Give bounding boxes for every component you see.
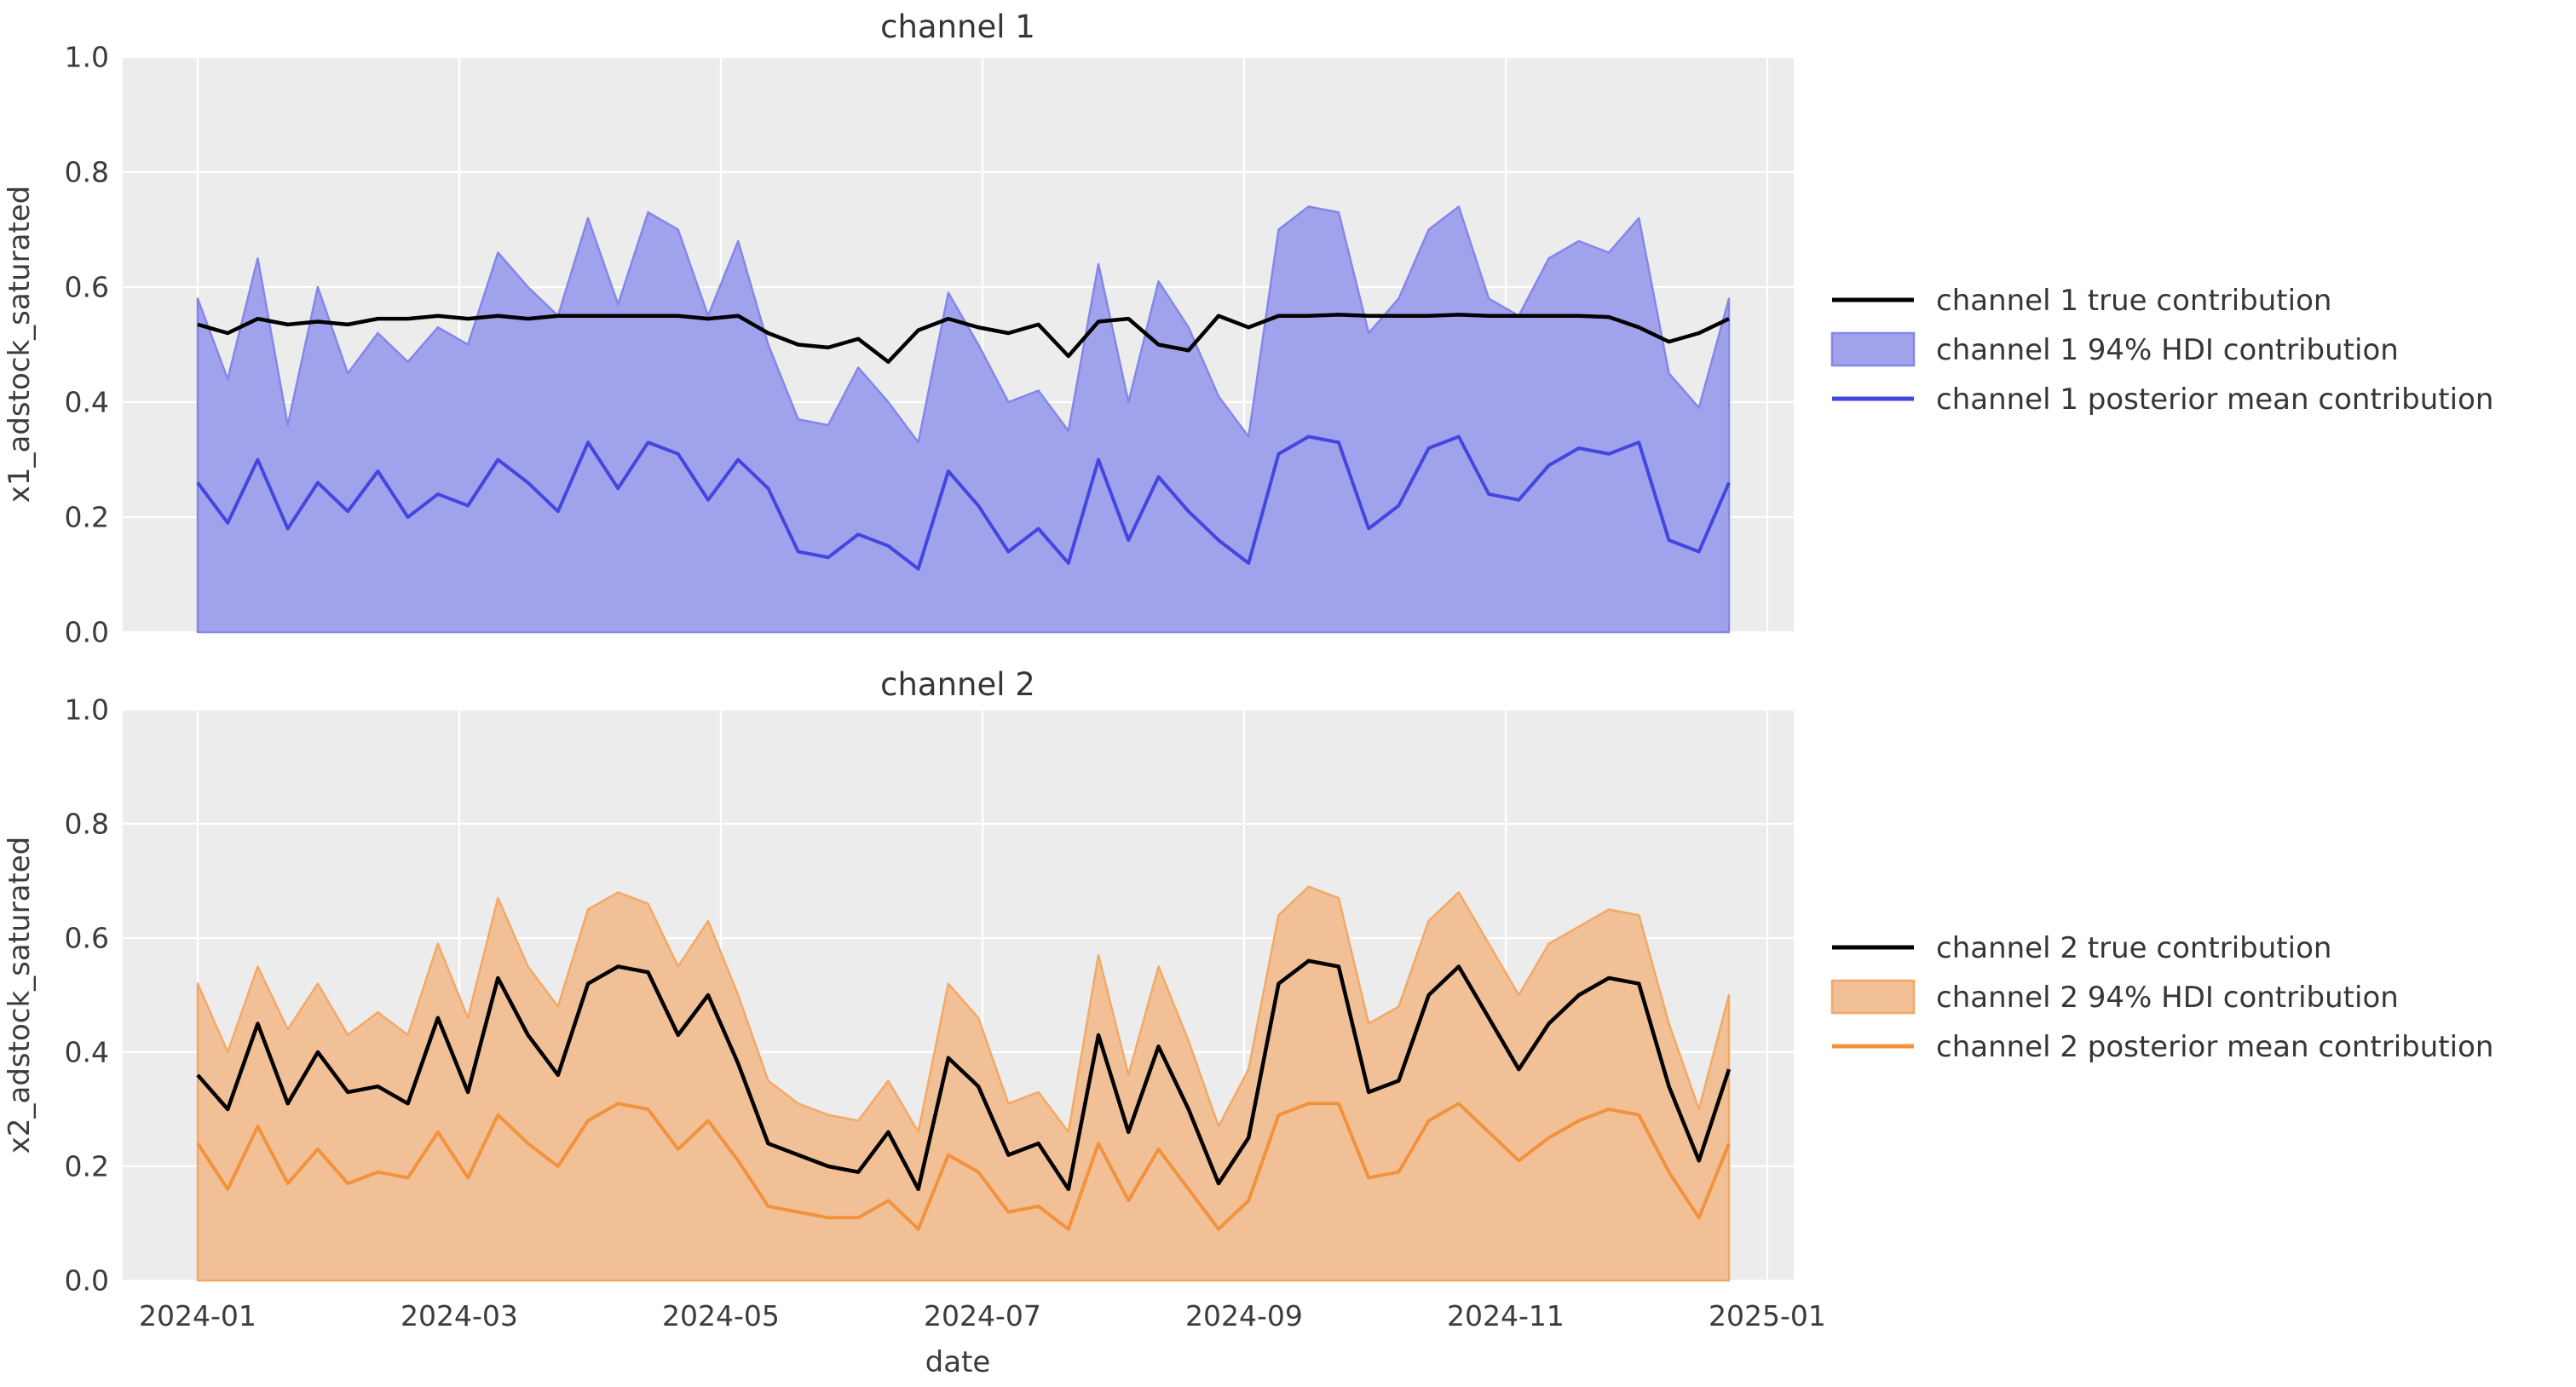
posterior-mean-line	[196, 1102, 1731, 1231]
y-tick: 0.6	[65, 271, 109, 304]
hdi-band	[196, 205, 1731, 634]
channel-2-subplot: channel 2 x2_adstock_saturated 1.0 0.8 0…	[3, 666, 2493, 1298]
y-tick: 0.0	[65, 616, 109, 649]
channel-1-subplot: channel 1 x1_adstock_saturated 1.0 0.8 0…	[3, 9, 2493, 649]
x-tick: 2024-01	[139, 1299, 256, 1332]
true-contribution-line	[197, 313, 1730, 364]
y-tick: 0.2	[65, 1150, 109, 1183]
x-tick: 2024-09	[1185, 1299, 1303, 1332]
posterior-mean-line	[196, 435, 1731, 571]
legend-label-true: channel 2 true contribution	[1936, 931, 2331, 965]
channel-2-title: channel 2	[880, 666, 1035, 703]
legend-label-hdi: channel 2 94% HDI contribution	[1936, 981, 2399, 1015]
x-tick-labels: 2024-01 2024-03 2024-05 2024-07 2024-09 …	[139, 1299, 1826, 1332]
y-tick: 1.0	[65, 41, 109, 74]
legend-label-mean: channel 2 posterior mean contribution	[1936, 1030, 2493, 1064]
channel-1-title: channel 1	[880, 9, 1035, 45]
hdi-band	[196, 885, 1731, 1282]
channel-2-data-layer	[196, 885, 1732, 1282]
y-tick: 0.8	[65, 156, 109, 189]
y-tick: 0.4	[65, 1036, 109, 1069]
x-axis: 2024-01 2024-03 2024-05 2024-07 2024-09 …	[139, 1299, 1826, 1379]
legend-label-hdi: channel 1 94% HDI contribution	[1936, 333, 2399, 367]
y-tick: 0.8	[65, 808, 109, 841]
x-tick: 2024-11	[1447, 1299, 1565, 1332]
legend-label-mean: channel 1 posterior mean contribution	[1936, 383, 2493, 417]
y-tick: 0.0	[65, 1264, 109, 1298]
true-contribution-line	[196, 958, 1732, 1192]
y-tick: 0.6	[65, 922, 109, 955]
x-tick: 2024-05	[662, 1299, 780, 1332]
x-tick: 2024-03	[401, 1299, 518, 1332]
legend-label-true: channel 1 true contribution	[1936, 284, 2331, 318]
channel-1-y-axis-label: x1_adstock_saturated	[3, 186, 37, 503]
legend-patch-swatch-hdi	[1830, 331, 1916, 367]
channel-2-y-tick-labels: 1.0 0.8 0.6 0.4 0.2 0.0	[65, 694, 109, 1298]
y-tick: 1.0	[65, 694, 109, 727]
x-axis-label: date	[925, 1345, 991, 1379]
y-tick: 0.2	[65, 501, 109, 534]
y-tick: 0.4	[65, 386, 109, 419]
channel-1-y-tick-labels: 1.0 0.8 0.6 0.4 0.2 0.0	[65, 41, 109, 649]
channel-1-legend: channel 1 true contribution channel 1 94…	[1830, 284, 2493, 417]
channel-1-data-layer	[196, 205, 1731, 634]
x-tick: 2024-07	[924, 1299, 1041, 1332]
channel-2-legend: channel 2 true contribution channel 2 94…	[1830, 931, 2493, 1064]
x-tick: 2025-01	[1709, 1299, 1826, 1332]
legend-patch-swatch-hdi	[1830, 979, 1916, 1015]
channel-2-y-axis-label: x2_adstock_saturated	[3, 837, 37, 1154]
